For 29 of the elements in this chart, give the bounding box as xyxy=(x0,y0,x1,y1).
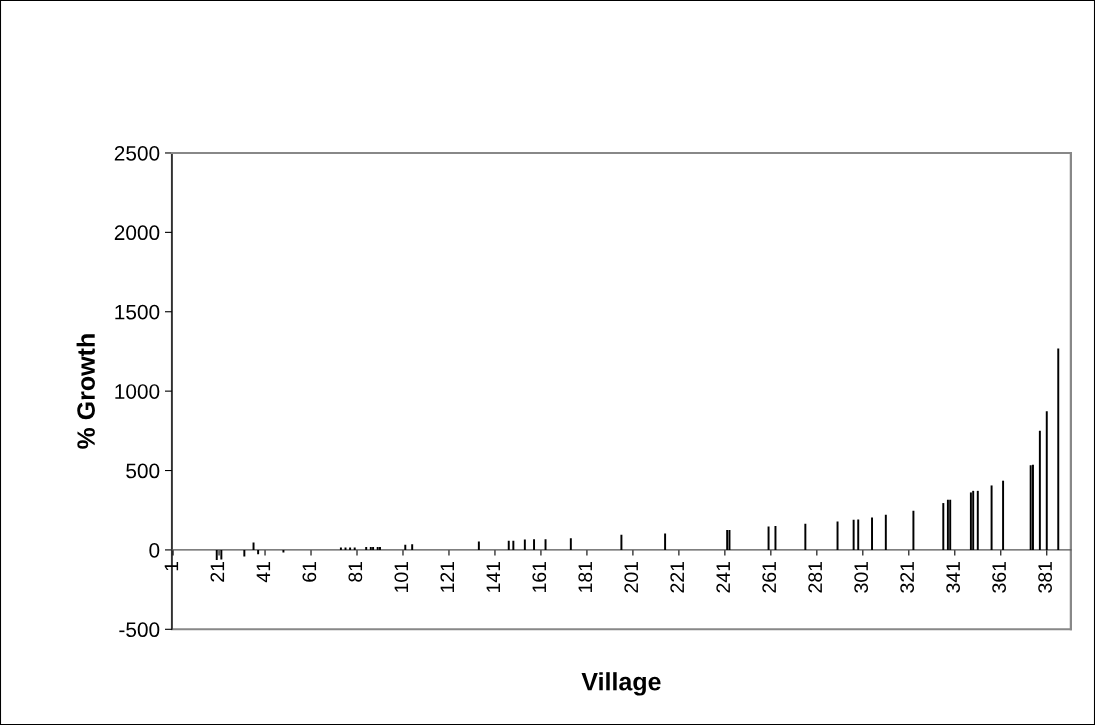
x-tick-label: 381 xyxy=(1038,561,1052,593)
y-tick-label: 2500 xyxy=(114,145,160,161)
x-tick-label: 1 xyxy=(164,561,179,571)
x-tick-label: 361 xyxy=(992,561,1006,593)
x-tick-label: 41 xyxy=(256,561,271,583)
x-tick-label: 281 xyxy=(808,561,823,593)
x-tick-label: 141 xyxy=(486,561,500,592)
x-tick-label: 201 xyxy=(624,561,639,593)
y-tick-label: -500 xyxy=(119,622,160,638)
x-tick-label: 241 xyxy=(716,561,730,593)
y-tick-label: 2000 xyxy=(114,225,160,241)
x-tick-label: 61 xyxy=(302,561,317,582)
y-tick-label: 0 xyxy=(149,542,160,558)
x-tick-label: 321 xyxy=(900,561,915,593)
y-axis-title: % Growth xyxy=(76,334,95,449)
x-tick-label: 181 xyxy=(578,561,593,592)
x-tick-label: 341 xyxy=(946,561,961,593)
x-axis-title: Village xyxy=(581,672,661,696)
x-tick-label: 221 xyxy=(670,561,684,593)
y-tick-label: 1000 xyxy=(115,384,160,399)
x-tick-label: 301 xyxy=(854,561,869,593)
x-tick-label: 121 xyxy=(440,561,454,592)
y-tick-label: 500 xyxy=(126,463,160,479)
x-tick-label: 261 xyxy=(762,561,777,593)
x-tick-label: 101 xyxy=(394,561,409,592)
x-tick-label: 81 xyxy=(348,561,363,582)
y-tick-label: 1500 xyxy=(115,304,160,320)
x-tick-label: 161 xyxy=(532,561,547,592)
x-tick-label: 21 xyxy=(210,561,225,582)
